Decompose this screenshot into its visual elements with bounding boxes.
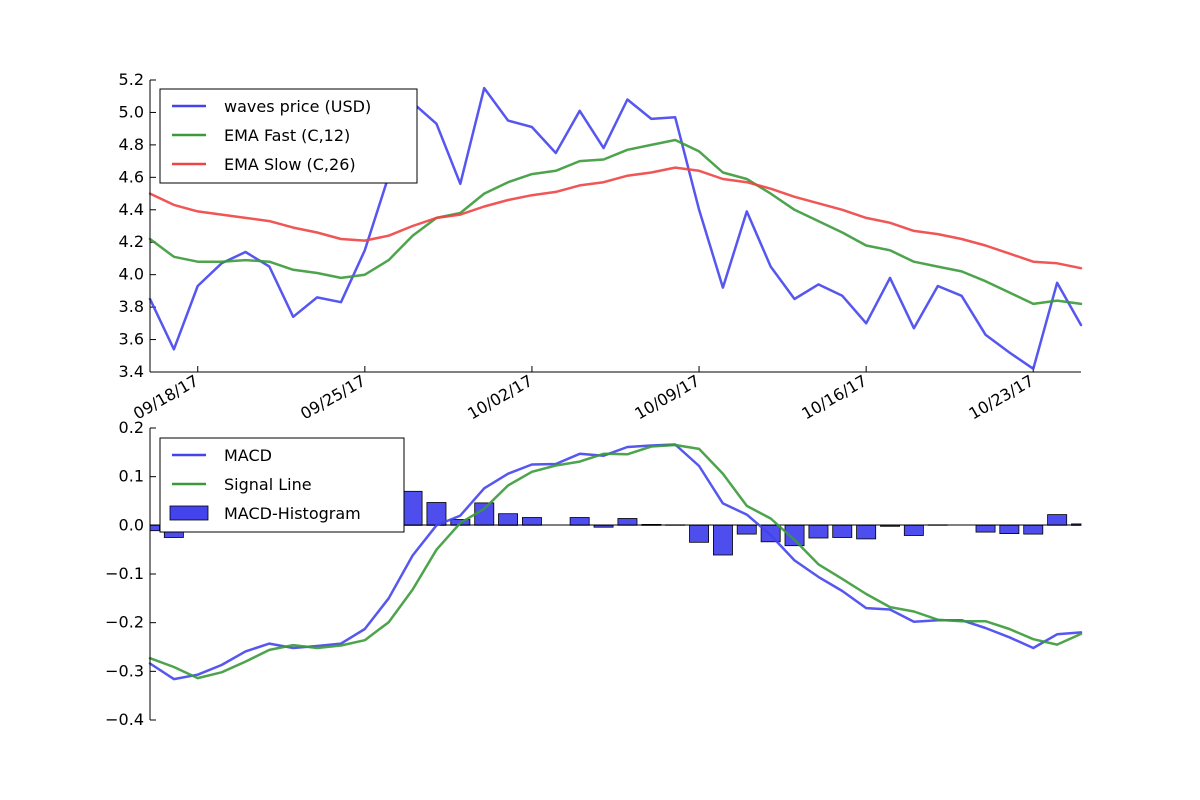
legend-label-macd: MACD (224, 446, 272, 465)
macd-y-axis: −0.4 −0.3 −0.2 −0.1 0.0 0.1 0.2 (105, 418, 156, 729)
macd-legend: MACD Signal Line MACD-Histogram (159, 437, 405, 533)
signal-line (148, 443, 1083, 680)
macd-histogram-bar (593, 524, 614, 528)
date-x-tick-label: 10/09/17 (631, 371, 703, 423)
macd-y-tick-label: 0.0 (119, 515, 144, 534)
macd-y-tick-label: −0.3 (105, 661, 144, 680)
legend-swatch-histogram (169, 505, 209, 521)
price-y-tick-label: 5.0 (119, 102, 144, 121)
macd-histogram-bar (736, 524, 757, 535)
macd-histogram-bar (832, 524, 853, 538)
price-series-lines (148, 86, 1083, 371)
price-y-tick-label: 4.4 (119, 200, 144, 219)
date-x-tick-label: 10/02/17 (464, 371, 536, 423)
macd-histogram-bar (713, 524, 733, 556)
macd-histogram-bar (402, 490, 423, 526)
macd-histogram-bar (522, 517, 542, 526)
price-legend: waves price (USD) EMA Fast (C,12) EMA Sl… (159, 88, 418, 184)
price-ema-panel: 3.43.63.84.04.24.44.64.85.05.2 09/18/17 0… (119, 70, 1083, 423)
legend-label-price: waves price (USD) (224, 97, 371, 116)
date-x-tick-label: 09/25/17 (297, 371, 369, 423)
price-y-tick-label: 4.2 (119, 232, 144, 251)
price-y-tick-label: 4.6 (119, 167, 144, 186)
price-y-tick-label: 5.2 (119, 70, 144, 89)
macd-histogram-bar (689, 524, 710, 543)
macd-histogram-bar (903, 524, 924, 536)
ema-slow-line (148, 166, 1083, 270)
price-y-tick-label: 4.0 (119, 265, 144, 284)
macd-y-tick-label: 0.2 (119, 418, 144, 437)
ema-fast-line (148, 138, 1083, 306)
macd-y-tick-label: −0.1 (105, 564, 144, 583)
price-y-tick-label: 4.8 (119, 135, 144, 154)
date-x-axis: 09/18/17 09/25/17 10/02/17 10/09/17 10/16/17… (130, 366, 1037, 423)
date-x-tick-label: 10/16/17 (798, 371, 870, 423)
macd-histogram-bar (1047, 514, 1068, 526)
macd-y-tick-label: 0.1 (119, 467, 144, 486)
price-y-tick-label: 3.6 (119, 330, 144, 349)
macd-histogram-bar (617, 518, 638, 526)
macd-y-tick-label: −0.2 (105, 613, 144, 632)
macd-histogram-bar (498, 513, 519, 526)
macd-series-lines (148, 443, 1083, 681)
macd-y-tick-label: −0.4 (105, 710, 144, 729)
legend-label-histogram: MACD-Histogram (224, 504, 361, 523)
legend-label-ema-slow: EMA Slow (C,26) (224, 155, 356, 174)
legend-label-signal: Signal Line (224, 475, 312, 494)
price-y-tick-label: 3.4 (119, 362, 144, 381)
macd-histogram-bar (1023, 524, 1044, 535)
macd-histogram-bar (999, 524, 1020, 534)
price-y-axis: 3.4 3.6 3.8 4.0 4.2 4.4 4.6 4.8 5.0 5.2 (119, 70, 156, 381)
macd-histogram-bars (149, 490, 1082, 556)
legend-label-ema-fast: EMA Fast (C,12) (224, 126, 350, 145)
macd-panel: −0.4 −0.3 −0.2 −0.1 0.0 0.1 0.2 MACD Signal Li… (105, 418, 1083, 729)
date-x-tick-label: 10/23/17 (966, 371, 1038, 423)
price-y-tick-label: 3.8 (119, 297, 144, 316)
macd-histogram-bar (856, 524, 877, 540)
macd-histogram-bar (975, 524, 996, 533)
macd-histogram-bar (149, 524, 160, 532)
macd-histogram-bar (569, 517, 590, 526)
price-line (148, 86, 1083, 371)
macd-histogram-bar (808, 524, 829, 539)
